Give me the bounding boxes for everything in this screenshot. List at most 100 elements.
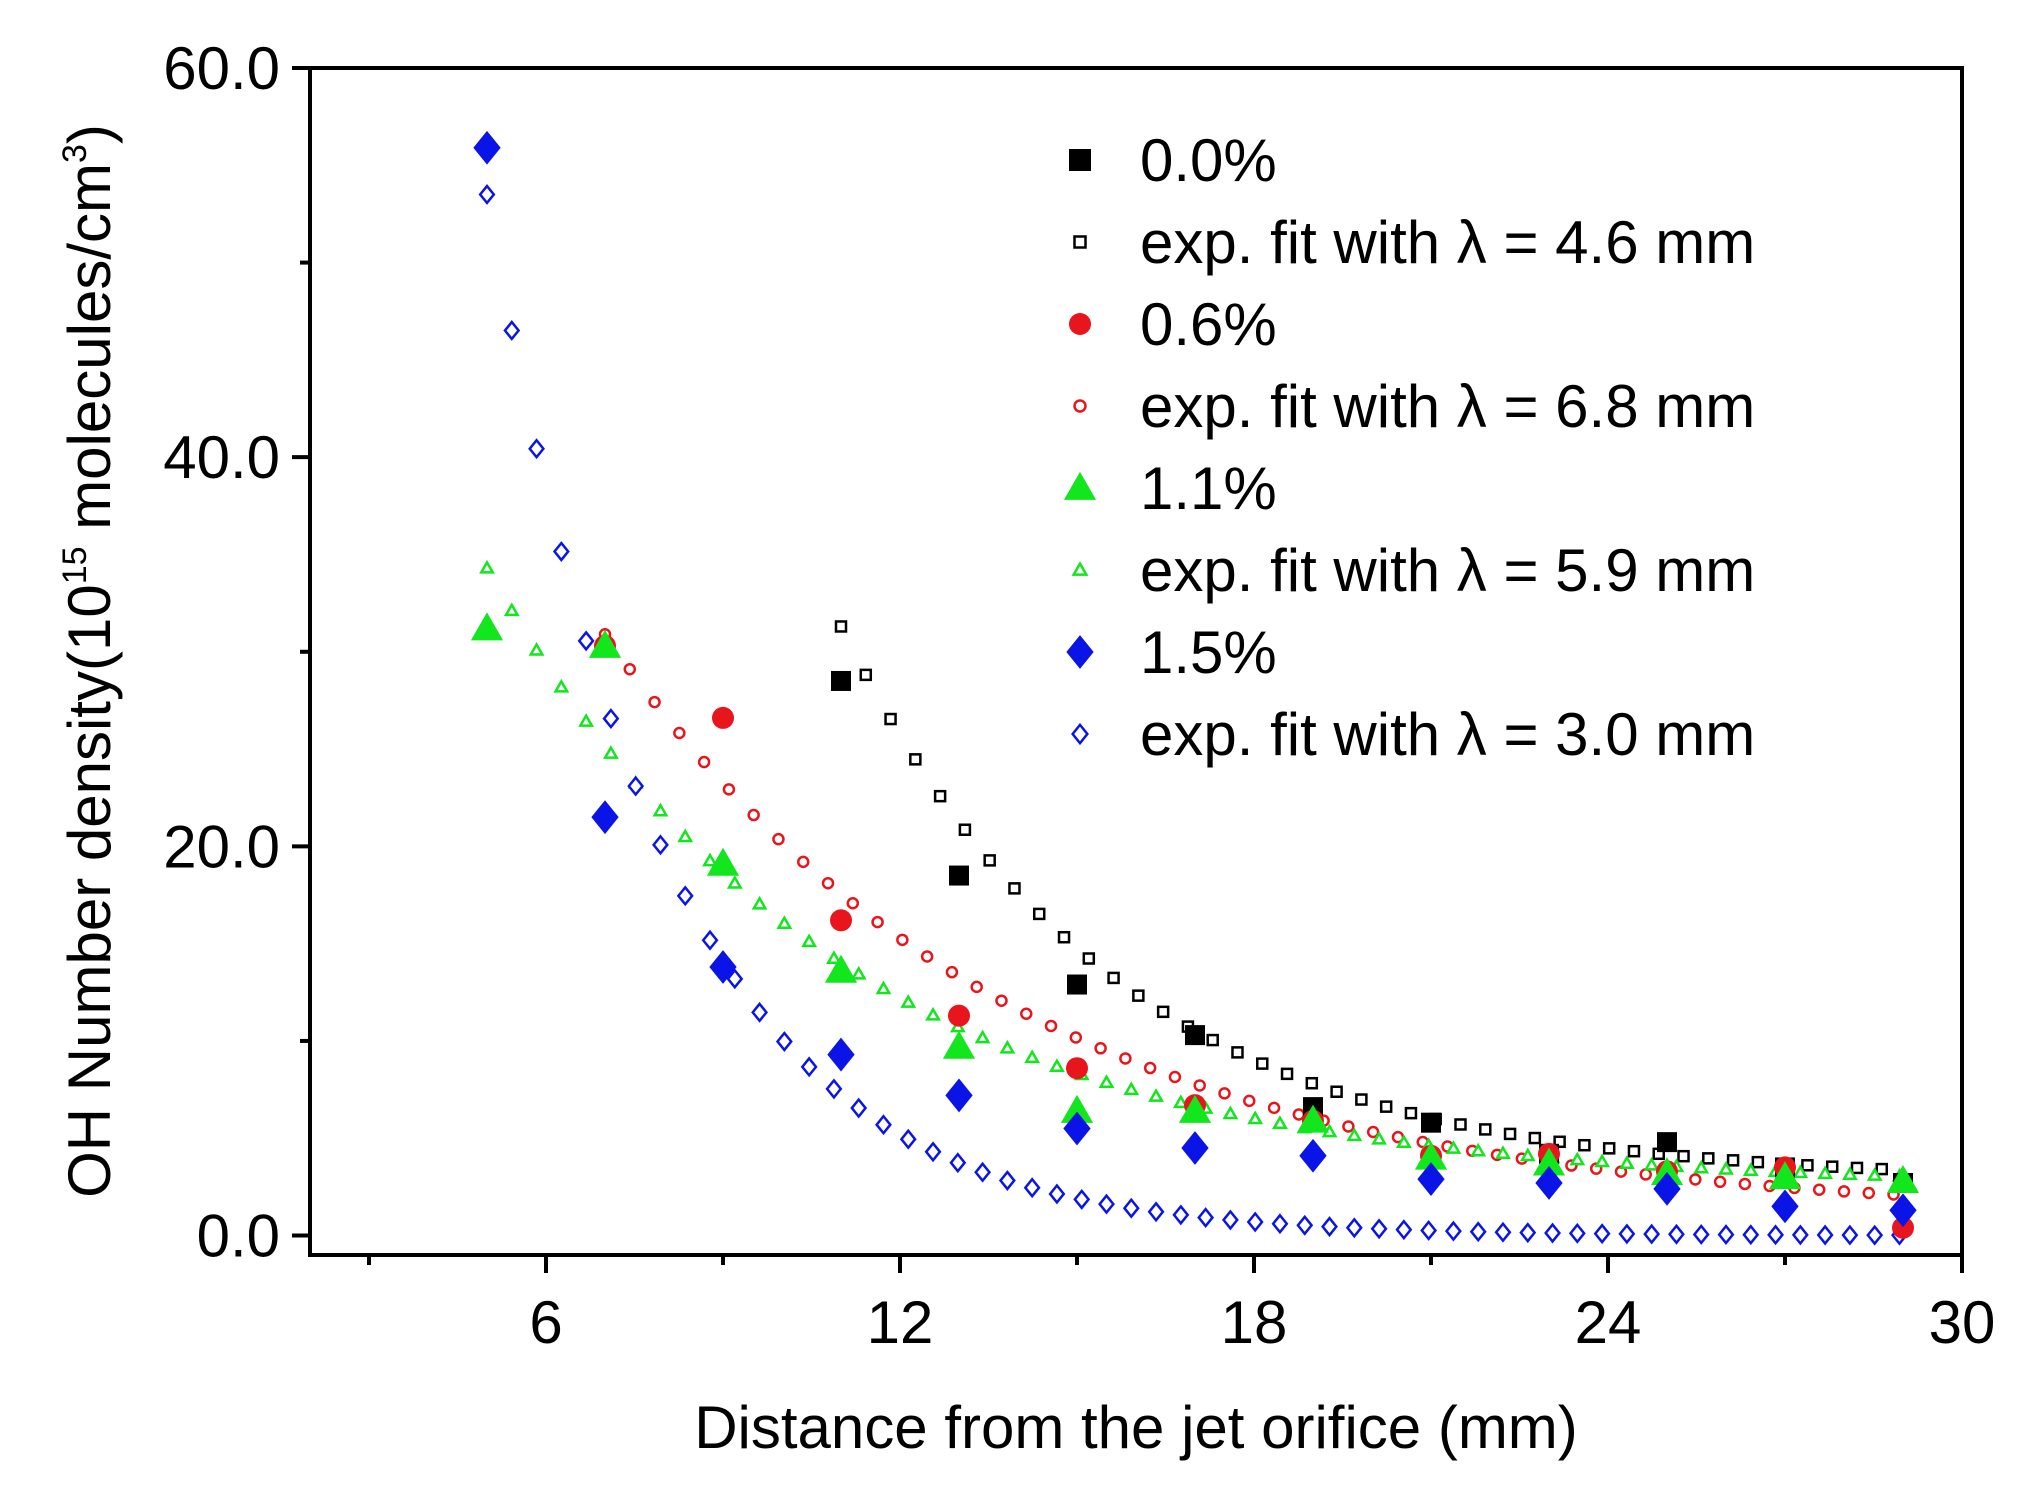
x-tick-label: 30 — [1929, 1289, 1996, 1356]
data-point — [1060, 1094, 1094, 1123]
fit-point — [949, 1152, 967, 1174]
data-point — [949, 865, 969, 886]
fit-point — [1866, 1167, 1883, 1181]
data-point — [830, 909, 852, 932]
fit-point — [652, 802, 669, 817]
fit-point — [1032, 907, 1046, 921]
fit-point — [1371, 1130, 1387, 1145]
fit-point — [1346, 1127, 1363, 1142]
fit-point — [1057, 930, 1071, 944]
fit-point — [1643, 1156, 1660, 1171]
fit-point — [821, 876, 835, 890]
x-tick-label: 12 — [867, 1289, 934, 1356]
data-point — [1185, 1025, 1205, 1046]
fit-point — [701, 929, 719, 951]
fit-point — [528, 438, 545, 460]
fit-point — [1267, 1101, 1281, 1115]
fit-point — [1742, 1162, 1759, 1176]
fit-point — [577, 630, 595, 652]
fit-point — [1370, 1218, 1388, 1240]
fit-point — [503, 320, 521, 341]
data-point — [1067, 974, 1087, 995]
fit-point — [995, 994, 1008, 1007]
fit-point — [648, 695, 661, 709]
fit-point — [726, 968, 744, 990]
fit-point — [478, 184, 496, 205]
fit-point — [1305, 1076, 1319, 1090]
legend-label: exp. fit with λ = 4.6 mm — [1140, 209, 1755, 276]
legend-marker — [1069, 149, 1091, 171]
fit-point — [1355, 1093, 1368, 1106]
fit-point — [1379, 1100, 1393, 1113]
fit-point — [1221, 1209, 1239, 1231]
fit-point — [800, 1056, 818, 1078]
fit-point — [1197, 1207, 1215, 1229]
fit-point — [1479, 1123, 1492, 1136]
fit-point — [1792, 1164, 1809, 1179]
fit-point — [896, 933, 909, 947]
fit-point — [1812, 1183, 1826, 1196]
fit-point — [1594, 1153, 1611, 1168]
legend-label: 0.0% — [1140, 127, 1277, 194]
data-point — [712, 706, 734, 729]
fit-point — [726, 874, 743, 889]
fit-markers — [478, 184, 1908, 1246]
fit-point — [1519, 1222, 1537, 1244]
legend-marker — [1063, 471, 1097, 500]
fit-point — [776, 915, 793, 930]
fit-point — [1342, 1120, 1355, 1133]
fit-point — [1841, 1166, 1858, 1181]
fit-point — [909, 753, 922, 766]
y-tick-label: 0.0 — [197, 1203, 280, 1270]
fit-point — [1742, 1224, 1760, 1246]
fit-point — [1837, 1185, 1851, 1198]
data-point — [1535, 1166, 1563, 1200]
fit-point — [1528, 1131, 1542, 1145]
fit-point — [775, 1031, 793, 1052]
fit-point — [1148, 1088, 1164, 1102]
legend-marker — [1071, 722, 1089, 746]
data-point — [945, 1078, 973, 1113]
fit-point — [1048, 1183, 1066, 1205]
fit-point — [1668, 1223, 1685, 1245]
fit-point — [884, 712, 897, 726]
fit-point — [1643, 1223, 1661, 1245]
legend-label: 1.1% — [1140, 455, 1277, 522]
data-point — [1889, 1193, 1917, 1228]
data-point — [588, 629, 622, 658]
fit-point — [1321, 1216, 1338, 1238]
fit-point — [1850, 1161, 1864, 1175]
fit-point — [1296, 1214, 1314, 1236]
fit-point — [1875, 1162, 1889, 1176]
fit-point — [1420, 1220, 1438, 1241]
fit-point — [1602, 1142, 1616, 1155]
fit-point — [1689, 1173, 1702, 1186]
fit-point — [1292, 1108, 1306, 1121]
fit-point — [1693, 1159, 1710, 1174]
data-point — [1768, 1161, 1802, 1190]
fit-point — [1172, 1204, 1190, 1226]
fit-point — [1147, 1201, 1165, 1223]
data-point — [1532, 1147, 1566, 1176]
fit-point — [846, 897, 860, 910]
fit-point — [920, 950, 934, 963]
data-point — [1178, 1094, 1212, 1123]
legend-label: 1.5% — [1140, 619, 1277, 686]
fit-point — [1243, 1094, 1256, 1108]
fit-point — [825, 1078, 843, 1100]
data-point — [948, 1004, 970, 1027]
fit-point — [1218, 1087, 1231, 1100]
legend-marker — [1073, 235, 1087, 249]
fit-point — [1330, 1085, 1343, 1098]
data-point — [470, 612, 504, 641]
fit-point — [1107, 971, 1120, 985]
fit-point — [1023, 1177, 1041, 1199]
axis-ticks: 6 12 18 24 30 0.0 20.0 40.0 60.0 — [163, 35, 1995, 1356]
legend-label: exp. fit with λ = 6.8 mm — [1140, 373, 1755, 440]
data-point — [824, 954, 858, 983]
fit-point — [1222, 1105, 1239, 1120]
fit-point — [1168, 1070, 1182, 1084]
fit-point — [983, 854, 996, 867]
fit-point — [1495, 1145, 1511, 1159]
